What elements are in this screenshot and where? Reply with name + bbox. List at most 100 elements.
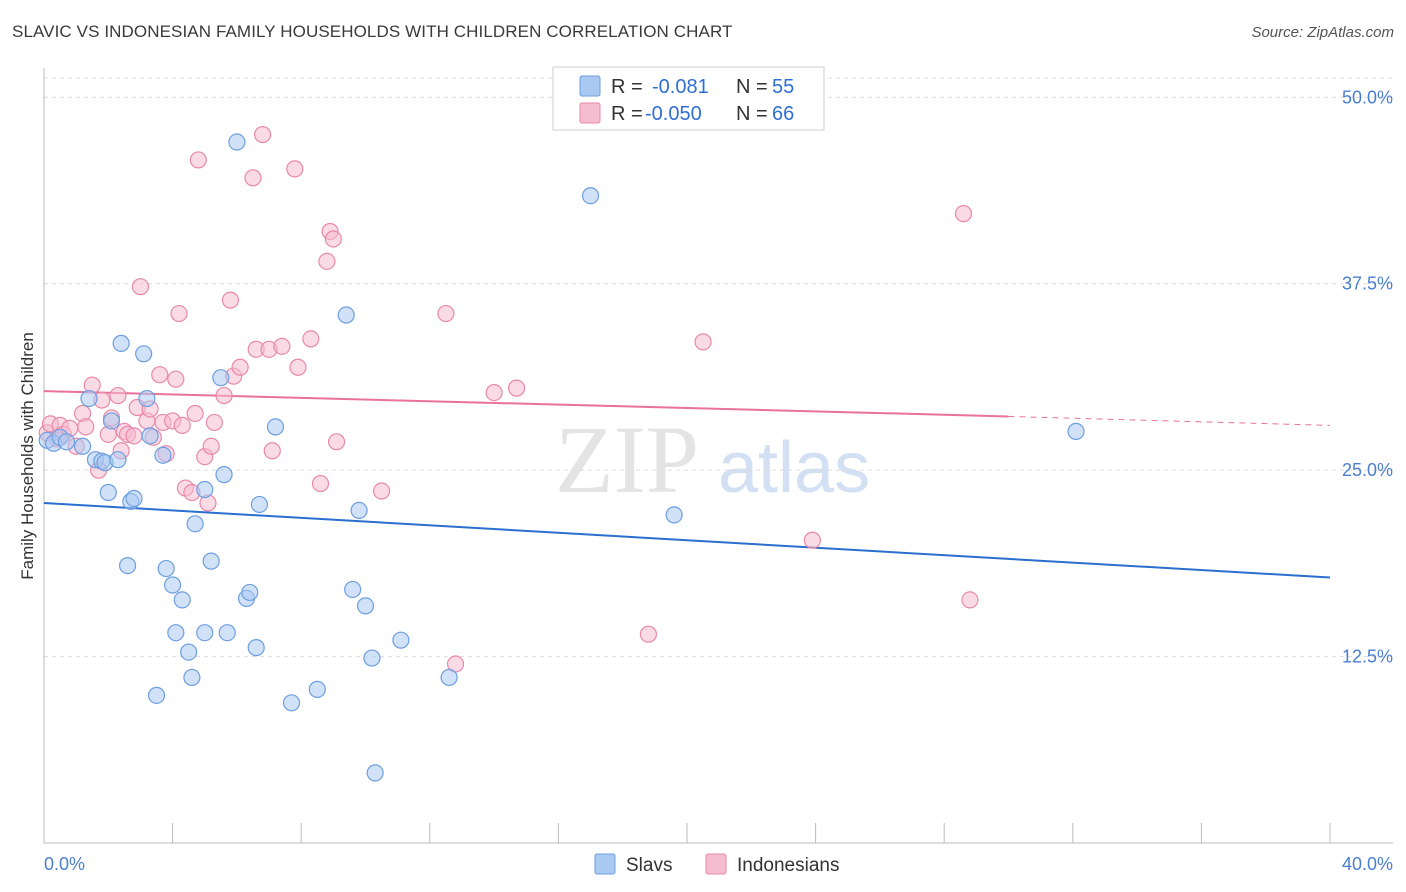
- point-indonesians: [131, 278, 150, 296]
- point-indonesians: [167, 370, 185, 388]
- legend-n-value-indonesians: 66: [772, 103, 794, 125]
- point-slavs: [154, 446, 172, 464]
- point-indonesians: [254, 125, 272, 144]
- y-tick-label: 37.5%: [1342, 274, 1393, 294]
- point-slavs: [141, 427, 159, 445]
- point-slavs: [109, 451, 127, 469]
- point-indonesians: [273, 337, 291, 355]
- point-indonesians: [286, 160, 304, 178]
- point-indonesians: [289, 358, 307, 376]
- point-indonesians: [109, 386, 127, 405]
- point-slavs: [157, 559, 175, 578]
- point-indonesians: [151, 366, 169, 384]
- point-indonesians: [694, 333, 712, 351]
- point-indonesians: [508, 379, 526, 397]
- point-slavs: [202, 552, 220, 570]
- chart-title: SLAVIC VS INDONESIAN FAMILY HOUSEHOLDS W…: [12, 22, 733, 41]
- point-slavs: [80, 389, 98, 408]
- legend-swatch-slavs: [579, 75, 601, 97]
- series-legend-label-indonesians: Indonesians: [737, 855, 839, 876]
- point-slavs: [212, 369, 230, 387]
- point-slavs: [363, 649, 381, 667]
- point-slavs: [125, 489, 143, 508]
- point-slavs: [266, 418, 285, 436]
- trend-line-slavs: [43, 501, 1331, 579]
- data-points: [38, 125, 1085, 782]
- point-slavs: [164, 576, 182, 594]
- point-indonesians: [186, 404, 204, 423]
- watermark-atlas: atlas: [718, 428, 870, 508]
- legend-n-value-slavs: 55: [772, 76, 794, 98]
- legend-n-label-indonesians: N =: [736, 103, 768, 125]
- point-slavs: [665, 506, 683, 524]
- point-indonesians: [263, 442, 281, 460]
- correlation-legend: R = -0.081 N = 55 R = -0.050 N = 66: [552, 66, 825, 131]
- trend-line-indonesians: [43, 390, 1009, 418]
- point-slavs: [196, 624, 214, 642]
- y-tick-labels: 12.5% 25.0% 37.5% 50.0%: [1342, 87, 1393, 666]
- chart-source: Source: ZipAtlas.com: [1251, 24, 1394, 41]
- point-indonesians: [125, 427, 143, 445]
- legend-n-label-slavs: N =: [736, 76, 768, 98]
- legend-r-value-slavs: -0.081: [652, 76, 709, 98]
- point-slavs: [183, 668, 201, 687]
- point-indonesians: [173, 416, 191, 434]
- series-legend-swatch-slavs: [594, 853, 616, 875]
- point-indonesians: [244, 169, 262, 187]
- point-slavs: [73, 437, 92, 455]
- y-axis-label: Family Households with Children: [18, 332, 37, 580]
- point-indonesians: [221, 291, 240, 309]
- y-tick-label: 25.0%: [1342, 460, 1393, 480]
- x-tick-label-min: 0.0%: [44, 854, 85, 874]
- point-indonesians: [954, 205, 973, 223]
- point-slavs: [173, 591, 191, 609]
- point-indonesians: [202, 437, 220, 455]
- point-slavs: [135, 345, 153, 363]
- legend-swatch-indonesians: [579, 102, 601, 124]
- point-slavs: [196, 480, 214, 499]
- point-slavs: [247, 639, 265, 657]
- point-slavs: [102, 412, 121, 430]
- point-slavs: [118, 556, 137, 575]
- point-slavs: [282, 694, 301, 712]
- point-indonesians: [189, 151, 207, 169]
- series-legend: Slavs Indonesians: [594, 853, 839, 876]
- point-slavs: [99, 483, 117, 502]
- point-slavs: [167, 624, 185, 642]
- point-slavs: [581, 187, 600, 205]
- point-slavs: [186, 515, 204, 533]
- axes: [43, 68, 1393, 844]
- point-indonesians: [215, 386, 233, 405]
- trend-lines: [43, 390, 1331, 579]
- point-indonesians: [437, 304, 455, 323]
- point-indonesians: [318, 252, 336, 270]
- x-tick-label-max: 40.0%: [1342, 854, 1393, 874]
- point-slavs: [440, 668, 458, 687]
- trend-line-indonesians-extension: [1008, 415, 1331, 426]
- point-indonesians: [231, 358, 249, 376]
- legend-r-value-indonesians: -0.050: [645, 103, 702, 125]
- point-slavs: [366, 764, 384, 782]
- point-slavs: [57, 433, 76, 451]
- point-indonesians: [324, 230, 342, 248]
- point-slavs: [356, 597, 375, 615]
- point-slavs: [215, 466, 233, 484]
- point-indonesians: [485, 383, 503, 402]
- point-slavs: [250, 495, 269, 514]
- watermark-zip: ZIP: [555, 406, 699, 513]
- point-slavs: [228, 133, 246, 151]
- point-slavs: [112, 334, 130, 352]
- point-slavs: [392, 631, 410, 649]
- point-slavs: [350, 501, 368, 520]
- point-indonesians: [803, 531, 821, 549]
- y-tick-label: 12.5%: [1342, 647, 1393, 667]
- point-slavs: [337, 306, 355, 324]
- point-indonesians: [311, 474, 330, 493]
- point-slavs: [344, 580, 362, 599]
- point-slavs: [1067, 422, 1085, 440]
- legend-r-label-indonesians: R =: [611, 103, 643, 125]
- point-indonesians: [170, 304, 188, 323]
- point-indonesians: [327, 433, 346, 451]
- point-slavs: [241, 583, 259, 602]
